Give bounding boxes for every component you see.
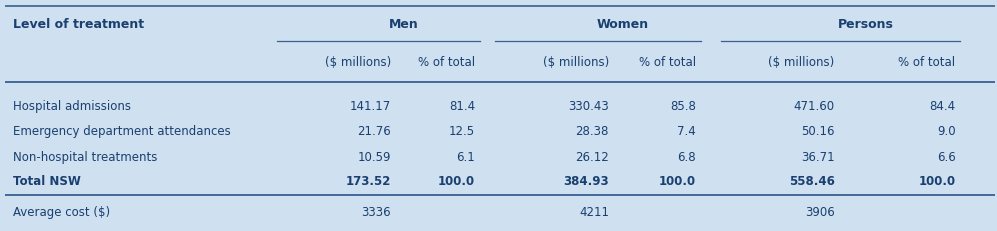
Text: 141.17: 141.17 [350, 100, 391, 112]
Text: Non-hospital treatments: Non-hospital treatments [13, 150, 158, 163]
Text: 9.0: 9.0 [937, 125, 955, 138]
Text: ($ millions): ($ millions) [542, 56, 609, 69]
Text: 173.52: 173.52 [346, 174, 391, 187]
Text: 7.4: 7.4 [677, 125, 696, 138]
Text: Hospital admissions: Hospital admissions [13, 100, 131, 112]
Text: 330.43: 330.43 [568, 100, 609, 112]
Text: ($ millions): ($ millions) [769, 56, 834, 69]
Text: 6.6: 6.6 [936, 150, 955, 163]
Text: % of total: % of total [418, 56, 476, 69]
Text: 6.1: 6.1 [457, 150, 476, 163]
Text: 28.38: 28.38 [575, 125, 609, 138]
Text: 50.16: 50.16 [802, 125, 834, 138]
Text: 4211: 4211 [579, 205, 609, 218]
Text: 12.5: 12.5 [449, 125, 476, 138]
Text: 84.4: 84.4 [929, 100, 955, 112]
Text: 26.12: 26.12 [575, 150, 609, 163]
Text: Average cost ($): Average cost ($) [13, 205, 110, 218]
Text: Total NSW: Total NSW [13, 174, 81, 187]
Text: 3906: 3906 [805, 205, 834, 218]
Text: Persons: Persons [837, 18, 893, 31]
Text: Men: Men [389, 18, 419, 31]
Text: 85.8: 85.8 [670, 100, 696, 112]
Text: % of total: % of total [898, 56, 955, 69]
Text: 3336: 3336 [362, 205, 391, 218]
Text: Level of treatment: Level of treatment [13, 18, 144, 31]
Text: 558.46: 558.46 [789, 174, 834, 187]
Text: % of total: % of total [639, 56, 696, 69]
Text: Emergency department attendances: Emergency department attendances [13, 125, 230, 138]
Text: 21.76: 21.76 [357, 125, 391, 138]
Text: 36.71: 36.71 [801, 150, 834, 163]
Text: 10.59: 10.59 [358, 150, 391, 163]
Text: ($ millions): ($ millions) [325, 56, 391, 69]
Text: 100.0: 100.0 [918, 174, 955, 187]
Text: 471.60: 471.60 [794, 100, 834, 112]
Text: 100.0: 100.0 [438, 174, 476, 187]
Text: Women: Women [596, 18, 649, 31]
Text: 81.4: 81.4 [449, 100, 476, 112]
Text: 100.0: 100.0 [659, 174, 696, 187]
Text: 6.8: 6.8 [677, 150, 696, 163]
Text: 384.93: 384.93 [563, 174, 609, 187]
